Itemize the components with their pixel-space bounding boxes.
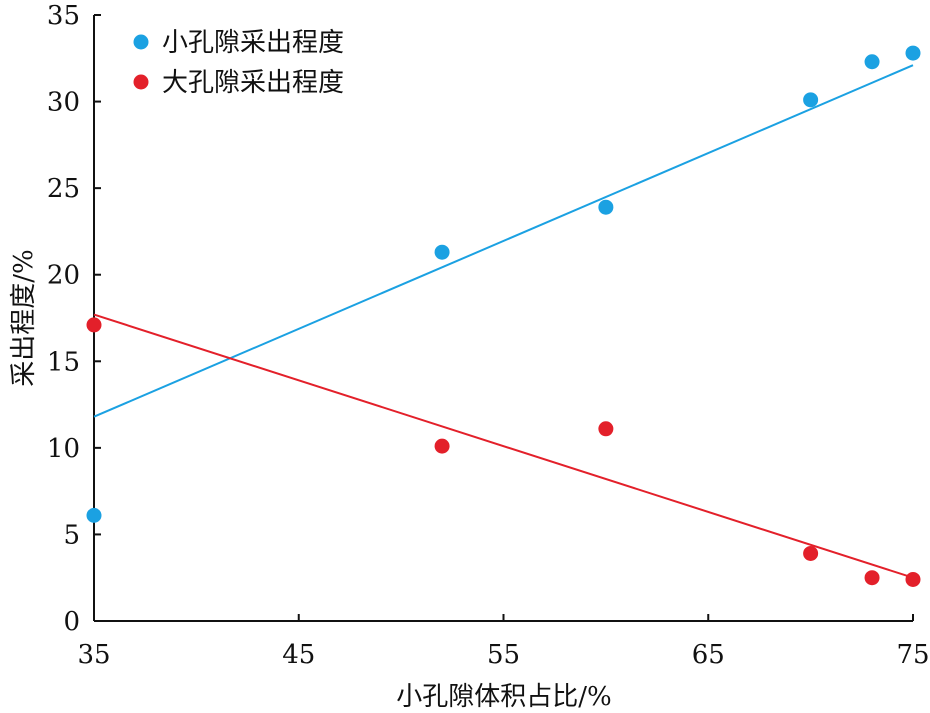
y-tick-label: 0 bbox=[63, 607, 80, 637]
y-tick-label: 25 bbox=[47, 174, 80, 204]
y-tick-label: 30 bbox=[47, 88, 80, 118]
axes: 0 5 10 15 20 25 30 35 35 45 55 65 75 bbox=[47, 1, 930, 670]
x-tick-label: 35 bbox=[77, 640, 110, 670]
legend-label: 大孔隙采出程度 bbox=[162, 68, 344, 98]
y-axis-label: 采出程度/% bbox=[9, 249, 39, 386]
data-point-series-1 bbox=[598, 199, 614, 215]
data-point-series-1 bbox=[434, 244, 450, 260]
trendline-series-1 bbox=[93, 64, 914, 418]
y-tick-label: 5 bbox=[63, 520, 80, 550]
data-point-series-1 bbox=[864, 54, 880, 70]
y-tick-label: 20 bbox=[47, 261, 80, 291]
x-tick-label: 65 bbox=[692, 640, 725, 670]
data-point-series-2 bbox=[86, 317, 102, 333]
data-point-series-1 bbox=[86, 507, 102, 523]
legend-label: 小孔隙采出程度 bbox=[162, 28, 344, 58]
data-point-series-2 bbox=[803, 545, 819, 561]
x-axis-label: 小孔隙体积占比/% bbox=[396, 682, 611, 712]
x-tick-label: 75 bbox=[896, 640, 929, 670]
data-point-series-2 bbox=[864, 570, 880, 586]
trendline-series-2 bbox=[93, 313, 914, 579]
x-tick-label: 55 bbox=[487, 640, 520, 670]
legend-marker bbox=[133, 74, 149, 90]
y-tick-label: 10 bbox=[47, 434, 80, 464]
data-point-series-2 bbox=[905, 571, 921, 587]
legend-marker bbox=[133, 34, 149, 50]
y-tick-label: 35 bbox=[47, 1, 80, 31]
data-point-series-1 bbox=[905, 45, 921, 61]
trendlines bbox=[93, 64, 914, 579]
data-points bbox=[86, 45, 921, 587]
data-point-series-1 bbox=[803, 92, 819, 108]
y-tick-label: 15 bbox=[47, 347, 80, 377]
data-point-series-2 bbox=[598, 421, 614, 437]
x-tick-label: 45 bbox=[282, 640, 315, 670]
data-point-series-2 bbox=[434, 438, 450, 454]
